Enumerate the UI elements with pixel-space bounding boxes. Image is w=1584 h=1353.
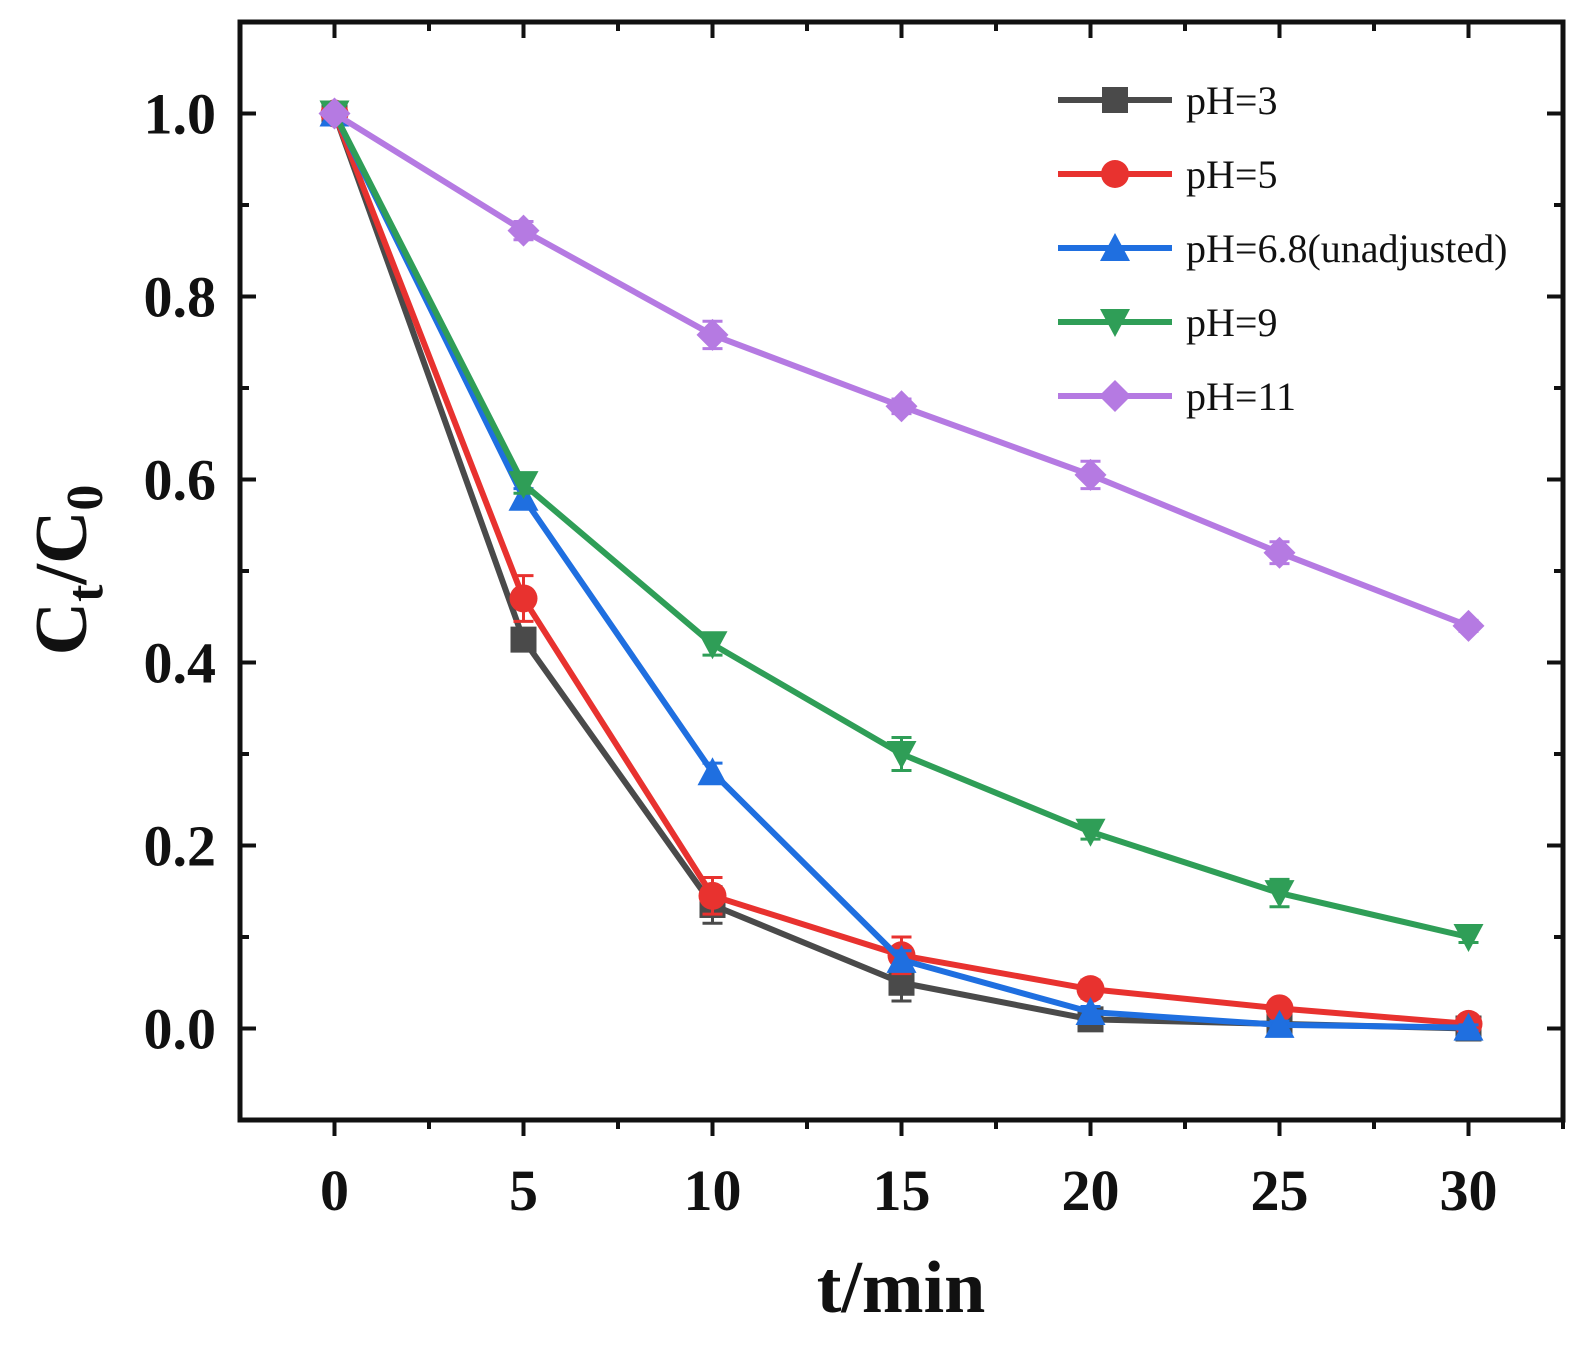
x-tick-label: 20 <box>1062 1158 1120 1223</box>
x-axis: 0 5 10 15 20 25 30 <box>320 22 1565 1223</box>
legend-marker <box>1099 380 1131 412</box>
data-point <box>507 214 540 247</box>
data-point <box>886 944 917 973</box>
y-axis-title-sub2: 0 <box>57 485 114 511</box>
data-point <box>1264 880 1295 909</box>
data-point <box>885 390 918 423</box>
data-point <box>1453 924 1484 952</box>
legend-label: pH=6.8(unadjusted) <box>1186 226 1507 271</box>
legend-marker <box>1102 87 1128 113</box>
data-point <box>1075 997 1106 1026</box>
data-point <box>1076 975 1105 1004</box>
data-point <box>1452 609 1485 642</box>
data-point <box>1074 458 1107 491</box>
y-axis-title-sub1: t <box>57 584 114 602</box>
legend-entry: pH=9 <box>1058 300 1277 345</box>
y-tick-label: 0.8 <box>144 265 217 330</box>
data-point <box>1453 1012 1484 1041</box>
legend: pH=3 pH=5 pH=6.8(unadjusted) pH=9 pH=11 <box>1058 78 1507 419</box>
legend-label: pH=3 <box>1186 78 1277 123</box>
legend-label: pH=5 <box>1186 152 1277 197</box>
series-4 <box>319 100 1484 952</box>
legend-entry: pH=5 <box>1058 152 1277 197</box>
data-point <box>698 881 727 910</box>
data-point <box>509 584 538 613</box>
data-point <box>510 626 537 653</box>
data-point <box>1263 536 1296 569</box>
y-tick-label: 1.0 <box>144 82 217 147</box>
x-tick-label: 10 <box>684 1158 742 1223</box>
legend-marker <box>1101 160 1129 188</box>
series-5 <box>318 97 1485 642</box>
y-axis: 0.0 0.2 0.4 0.6 0.8 1.0 <box>144 20 1563 1122</box>
y-tick-label: 0.6 <box>144 448 217 513</box>
data-point <box>886 741 917 769</box>
legend-label: pH=9 <box>1186 300 1277 345</box>
data-point <box>318 97 351 130</box>
legend-marker <box>1100 309 1130 337</box>
data-point <box>1075 818 1106 847</box>
y-tick-label: 0.0 <box>144 997 217 1062</box>
data-point <box>508 471 539 500</box>
x-tick-label: 0 <box>320 1158 349 1223</box>
data-point <box>696 318 729 351</box>
x-tick-label: 30 <box>1440 1158 1498 1223</box>
legend-entry: pH=6.8(unadjusted) <box>1058 226 1507 271</box>
y-axis-title: Ct/C0 <box>21 485 114 656</box>
x-axis-title: t/min <box>817 1247 986 1329</box>
svg-text:Ct/C0: Ct/C0 <box>21 485 114 656</box>
x-tick-label: 5 <box>509 1158 538 1223</box>
y-tick-label: 0.4 <box>144 631 217 696</box>
data-point <box>1265 994 1294 1023</box>
legend-marker <box>1100 233 1130 261</box>
legend-entry: pH=11 <box>1058 374 1296 419</box>
y-tick-label: 0.2 <box>144 814 217 879</box>
x-tick-label: 25 <box>1251 1158 1309 1223</box>
data-point <box>697 757 728 786</box>
legend-label: pH=11 <box>1186 374 1296 419</box>
y-axis-title-mid: /C <box>21 511 103 586</box>
data-point <box>697 631 728 660</box>
x-tick-label: 15 <box>873 1158 931 1223</box>
data-point <box>1264 1009 1295 1038</box>
series-layer <box>318 97 1485 1042</box>
legend-entry: pH=3 <box>1058 78 1277 123</box>
y-axis-title-main: C <box>21 602 103 655</box>
